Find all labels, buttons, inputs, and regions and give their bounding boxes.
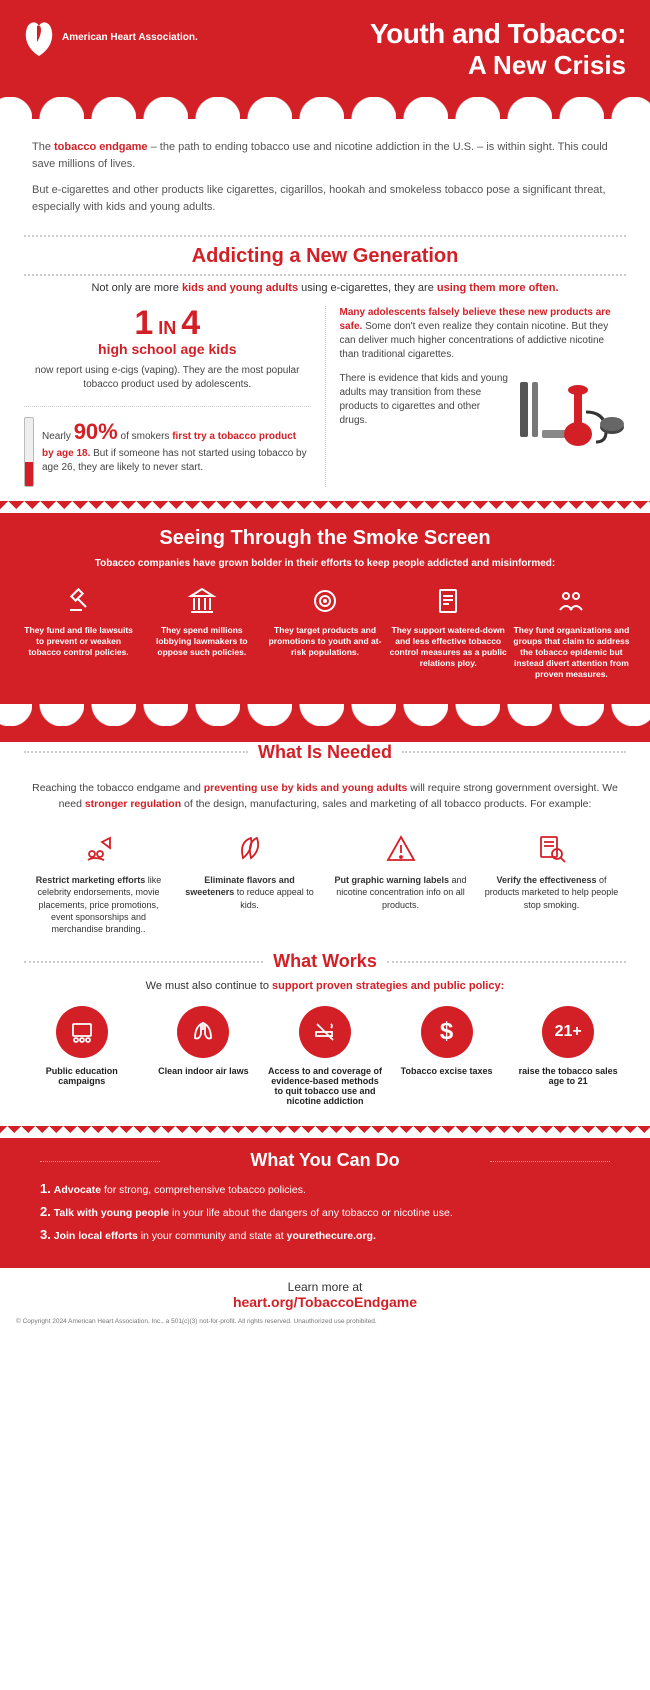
search-doc-icon: [481, 830, 622, 868]
section-title-needed: What Is Needed: [0, 742, 650, 763]
needed-item: Put graphic warning labels and nicotine …: [330, 830, 471, 935]
footer-url: heart.org/TobaccoEndgame: [0, 1294, 650, 1310]
smoke-item: They fund and file lawsuits to prevent o…: [20, 583, 137, 680]
section-title-works: What Works: [0, 951, 650, 972]
zigzag-divider: [0, 501, 650, 513]
learn-more: Learn more at heart.org/TobaccoEndgame: [0, 1268, 650, 1314]
addicting-sub: Not only are more kids and young adults …: [0, 276, 650, 302]
dollar-icon: $: [421, 1006, 473, 1058]
smoke-item: They target products and promotions to y…: [266, 583, 383, 680]
brand-name: American Heart Association.: [62, 32, 198, 44]
header: American Heart Association. Youth and To…: [0, 0, 650, 81]
works-item: Public education campaigns: [24, 1006, 140, 1106]
copyright: © Copyright 2024 American Heart Associat…: [0, 1314, 650, 1333]
smoke-item: They fund organizations and groups that …: [513, 583, 630, 680]
section-title-addicting: Addicting a New Generation: [0, 237, 650, 274]
warning-icon: [330, 830, 471, 868]
education-icon: [56, 1006, 108, 1058]
works-intro: We must also continue to support proven …: [0, 972, 650, 998]
stat-desc: now report using e-cigs (vaping). They a…: [24, 364, 311, 392]
needed-intro: Reaching the tobacco endgame and prevent…: [0, 763, 650, 821]
works-item: 21+ raise the tobacco sales age to 21: [510, 1006, 626, 1106]
needed-item: Restrict marketing efforts like celebrit…: [28, 830, 169, 935]
intro-text: But e-cigarettes and other products like…: [32, 182, 618, 215]
page-title-2: A New Crisis: [208, 50, 626, 81]
intro-text: The: [32, 141, 54, 153]
lungs-icon: [177, 1006, 229, 1058]
section-title-youcan: What You Can Do: [40, 1150, 610, 1171]
youcan-item: 1. Advocate for strong, comprehensive to…: [40, 1181, 610, 1196]
cloud-divider: [0, 704, 650, 742]
intro: The tobacco endgame – the path to ending…: [0, 119, 650, 235]
page-title-1: Youth and Tobacco:: [208, 18, 626, 50]
smoke-item: They spend millions lobbying lawmakers t…: [143, 583, 260, 680]
21plus-icon: 21+: [542, 1006, 594, 1058]
target-icon: [266, 583, 383, 619]
stat-90pct: 90%: [74, 419, 118, 444]
stat-panel-left: 1 IN 4 high school age kids now report u…: [24, 306, 326, 487]
cigarette-icon: [24, 417, 34, 487]
intro-key: tobacco endgame: [54, 141, 148, 153]
document-icon: [390, 583, 507, 619]
stat-panel-right: Many adolescents falsely believe these n…: [340, 306, 627, 487]
youcan-item: 2. Talk with young people in your life a…: [40, 1204, 610, 1219]
stat-label: high school age kids: [24, 340, 311, 360]
cloud-divider: [0, 81, 650, 119]
smoke-lead: Tobacco companies have grown bolder in t…: [20, 558, 630, 569]
gavel-icon: [20, 583, 137, 619]
zigzag-divider: [0, 1126, 650, 1138]
youcan-item: 3. Join local efforts in your community …: [40, 1227, 610, 1242]
right-text: There is evidence that kids and young ad…: [340, 372, 509, 442]
you-can-section: What You Can Do 1. Advocate for strong, …: [0, 1138, 650, 1268]
needed-item: Eliminate flavors and sweeteners to redu…: [179, 830, 320, 935]
no-smoke-icon: [299, 1006, 351, 1058]
people-icon: [513, 583, 630, 619]
works-item: $ Tobacco excise taxes: [389, 1006, 505, 1106]
smoke-screen-section: Seeing Through the Smoke Screen Tobacco …: [0, 513, 650, 704]
logo: American Heart Association.: [24, 18, 198, 58]
section-title-smoke: Seeing Through the Smoke Screen: [20, 527, 630, 550]
leaf-icon: [179, 830, 320, 868]
megaphone-icon: [28, 830, 169, 868]
smoke-item: They support watered-down and less effec…: [390, 583, 507, 680]
works-item: Clean indoor air laws: [146, 1006, 262, 1106]
works-item: Access to and coverage of evidence-based…: [267, 1006, 383, 1106]
stat-1in4: 1: [134, 304, 153, 342]
hookah-icon: [516, 372, 626, 452]
building-icon: [143, 583, 260, 619]
needed-item: Verify the effectiveness of products mar…: [481, 830, 622, 935]
